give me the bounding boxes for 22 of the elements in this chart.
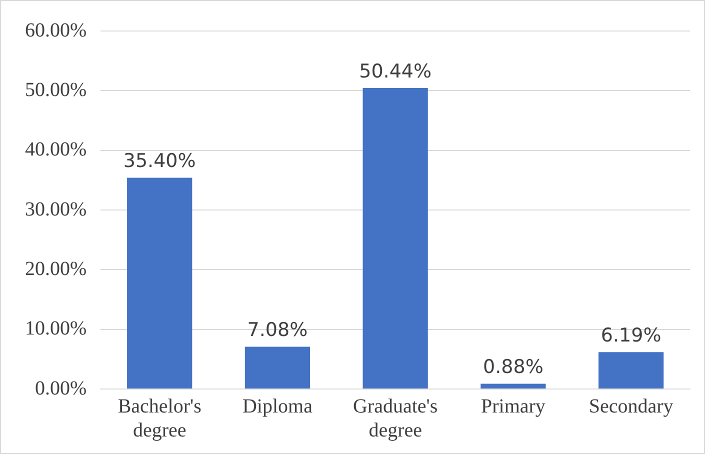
y-tick-label: 10.00% (24, 318, 87, 340)
data-label: 0.88% (483, 356, 544, 378)
x-tick-label: Graduate's degree (352, 395, 438, 442)
bar (480, 384, 546, 388)
y-tick-label: 40.00% (24, 138, 87, 161)
data-label: 7.08% (247, 319, 308, 342)
bar (598, 352, 664, 388)
bar (127, 178, 192, 388)
y-tick-label: 0.00% (34, 377, 87, 400)
data-label: 35.40% (123, 150, 196, 172)
data-label: 6.19% (600, 324, 662, 347)
y-tick-label: 20.00% (24, 258, 87, 280)
bar (362, 88, 428, 388)
x-tick-label: Bachelor's degree (118, 395, 202, 442)
x-tick-label: Primary (480, 395, 546, 418)
x-tick-label: Diploma (242, 395, 313, 418)
y-tick-label: 30.00% (24, 198, 87, 220)
x-tick-label: Secondary (588, 395, 674, 418)
data-label: 50.44% (359, 60, 432, 82)
bar (244, 346, 310, 388)
y-tick-label: 60.00% (24, 19, 87, 42)
y-tick-label: 50.00% (24, 78, 87, 101)
